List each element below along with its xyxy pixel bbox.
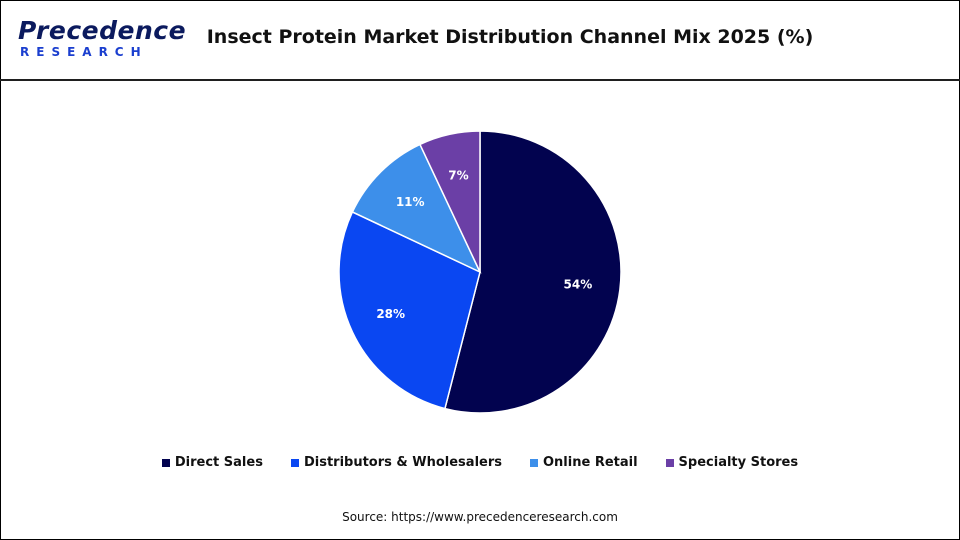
header: Precedence RESEARCH Insect Protein Marke…	[0, 0, 960, 81]
chart-title: Insect Protein Market Distribution Chann…	[206, 26, 814, 48]
logo-wordmark: Precedence	[18, 16, 187, 45]
legend-swatch-direct-sales	[161, 458, 170, 467]
legend-label-specialty-stores: Specialty Stores	[678, 455, 799, 470]
legend-item-direct-sales: Direct Sales	[161, 455, 263, 470]
source-note: Source: https://www.precedenceresearch.c…	[342, 510, 618, 524]
pie-slice-distributors-wholesalers	[338, 210, 481, 410]
pie-chart: 54% 28% 11% 7%	[338, 130, 622, 414]
legend-swatch-online-retail	[530, 458, 538, 467]
pie-slice-direct-sales	[444, 130, 622, 414]
legend-swatch-specialty-stores	[665, 458, 674, 467]
pie-slice-online-retail	[351, 143, 482, 274]
legend-item-specialty-stores: Specialty Stores	[665, 455, 799, 470]
legend-item-distributors-wholesalers: Distributors & Wholesalers	[290, 455, 502, 470]
logo-subtitle: RESEARCH	[20, 45, 148, 59]
chart-legend: Direct Sales Distributors & Wholesalers On…	[0, 455, 960, 470]
data-label-specialty-stores: 7%	[448, 169, 468, 183]
pie-slice-specialty-stores	[418, 130, 481, 273]
legend-swatch-distributors-wholesalers	[290, 458, 299, 467]
data-label-online-retail: 11%	[396, 195, 425, 209]
precedence-research-logo: Precedence RESEARCH	[18, 18, 186, 62]
legend-label-distributors-wholesalers: Distributors & Wholesalers	[303, 455, 502, 470]
legend-item-online-retail: Online Retail	[530, 455, 638, 470]
data-label-direct-sales: 54%	[564, 277, 593, 291]
legend-label-online-retail: Online Retail	[543, 455, 638, 470]
data-label-distributors-wholesalers: 28%	[376, 307, 405, 321]
legend-label-direct-sales: Direct Sales	[174, 455, 263, 470]
